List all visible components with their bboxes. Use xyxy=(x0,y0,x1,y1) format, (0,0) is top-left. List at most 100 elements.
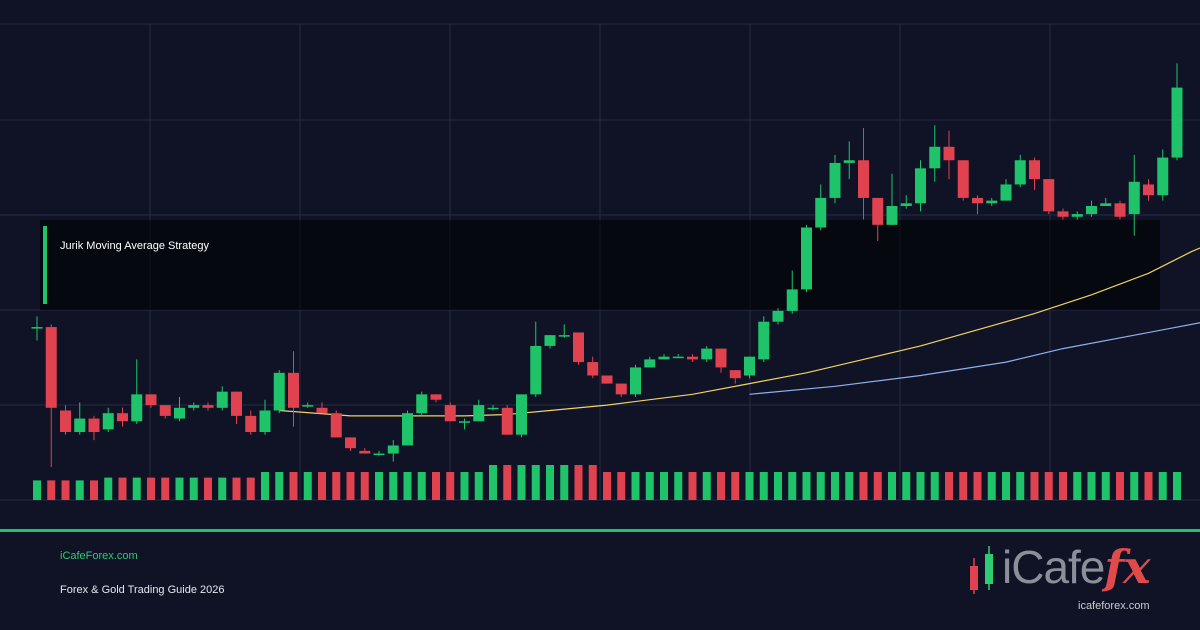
candle-body xyxy=(345,437,356,449)
volume-bar xyxy=(489,465,497,500)
volume-bar xyxy=(816,472,825,500)
candle-body xyxy=(715,348,727,368)
candle-body xyxy=(1000,184,1012,201)
volume-bar xyxy=(973,472,982,500)
volume-bar xyxy=(845,472,854,500)
candle-body xyxy=(829,162,841,198)
candle-body xyxy=(1114,203,1126,217)
logo-url: icafeforex.com xyxy=(1078,600,1150,612)
volume-bar xyxy=(75,480,84,500)
volume-bar xyxy=(745,472,754,500)
volume-bar xyxy=(788,472,797,500)
candle-body xyxy=(516,394,527,435)
volume-bar xyxy=(574,465,583,500)
volume-bar xyxy=(731,472,740,500)
brand-logo[interactable]: iCafefx icafeforex.com xyxy=(966,540,1166,616)
volume-bar xyxy=(631,472,640,500)
candle-body xyxy=(444,405,456,422)
candle-body xyxy=(929,146,941,169)
volume-bar xyxy=(104,477,113,500)
volume-bar xyxy=(1059,472,1067,500)
volume-bar xyxy=(360,472,369,500)
volume-bar xyxy=(674,472,683,500)
volume-bar xyxy=(432,472,440,500)
candle-body xyxy=(986,200,998,204)
volume-bar xyxy=(132,477,141,500)
logo-text-main: iCafe xyxy=(1002,541,1105,593)
candle-body xyxy=(231,391,242,416)
candle-body xyxy=(117,413,128,422)
volume-bar xyxy=(474,472,483,500)
logo-wordmark: iCafefx xyxy=(1002,540,1151,594)
chart-title: Jurik Moving Average Strategy xyxy=(60,240,209,252)
footer-site[interactable]: iCafeForex.com xyxy=(60,550,138,562)
candle-body xyxy=(758,321,770,360)
candle-body xyxy=(259,410,271,433)
candle-body xyxy=(1143,184,1154,196)
candle-body xyxy=(957,160,969,198)
candle-body xyxy=(330,413,342,438)
candle-body xyxy=(729,370,741,379)
candle-body xyxy=(373,453,385,456)
volume-bar xyxy=(375,472,383,500)
volume-bar xyxy=(588,465,597,500)
volume-bar xyxy=(318,472,326,500)
price-chart: Jurik Moving Average Strategy xyxy=(0,23,1200,501)
candle-body xyxy=(701,348,713,360)
moving-average-line-2 xyxy=(749,322,1200,395)
candle-body xyxy=(1128,181,1140,215)
volume-bar xyxy=(303,472,312,500)
candle-body xyxy=(145,394,157,406)
volume-bar xyxy=(517,465,526,500)
candle-body xyxy=(687,356,698,360)
candle-body xyxy=(900,203,912,206)
volume-bar xyxy=(1002,472,1010,500)
candle-body xyxy=(216,391,228,408)
volume-bar xyxy=(1173,472,1181,500)
candle-body xyxy=(872,197,884,225)
candle-body xyxy=(558,335,570,337)
volume-bar xyxy=(503,465,512,500)
candle-body xyxy=(815,197,827,228)
volume-bar xyxy=(246,477,255,500)
volume-bar xyxy=(189,477,198,500)
candle-body xyxy=(1071,214,1083,217)
volume-bar xyxy=(118,477,127,500)
volume-bar xyxy=(1158,472,1167,500)
candle-body xyxy=(501,407,513,435)
volume-bar xyxy=(930,472,939,500)
candle-body xyxy=(615,383,627,395)
logo-text-accent: fx xyxy=(1104,540,1150,594)
volume-bar xyxy=(560,465,569,500)
volume-bar xyxy=(147,477,155,500)
volume-bar xyxy=(645,472,654,500)
volume-bar xyxy=(959,472,968,500)
volume-bar xyxy=(332,472,341,500)
volume-bar xyxy=(1101,472,1110,500)
volume-bar xyxy=(1016,472,1025,500)
candle-body xyxy=(45,327,57,408)
candle-body xyxy=(316,407,328,414)
candle-body xyxy=(1157,157,1169,196)
candle-body xyxy=(487,407,499,410)
volume-bar xyxy=(261,472,269,500)
candle-body xyxy=(416,394,428,414)
candle-body xyxy=(273,372,285,411)
candle-body xyxy=(672,356,684,359)
volume-bar xyxy=(1073,472,1082,500)
volume-bar xyxy=(417,472,426,500)
candle-body xyxy=(1029,160,1040,180)
title-panel-accent xyxy=(43,226,47,304)
volume-bar xyxy=(389,472,398,500)
volume-bar xyxy=(1030,472,1039,500)
volume-bar xyxy=(289,472,298,500)
volume-bar xyxy=(603,472,611,500)
candle-body xyxy=(1171,87,1183,158)
candle-body xyxy=(801,227,812,290)
candle-body xyxy=(387,445,399,454)
volume-bar xyxy=(702,472,711,500)
candle-body xyxy=(74,418,86,433)
candle-body xyxy=(1100,203,1112,206)
candle-body xyxy=(302,405,314,407)
volume-bar xyxy=(204,477,212,500)
